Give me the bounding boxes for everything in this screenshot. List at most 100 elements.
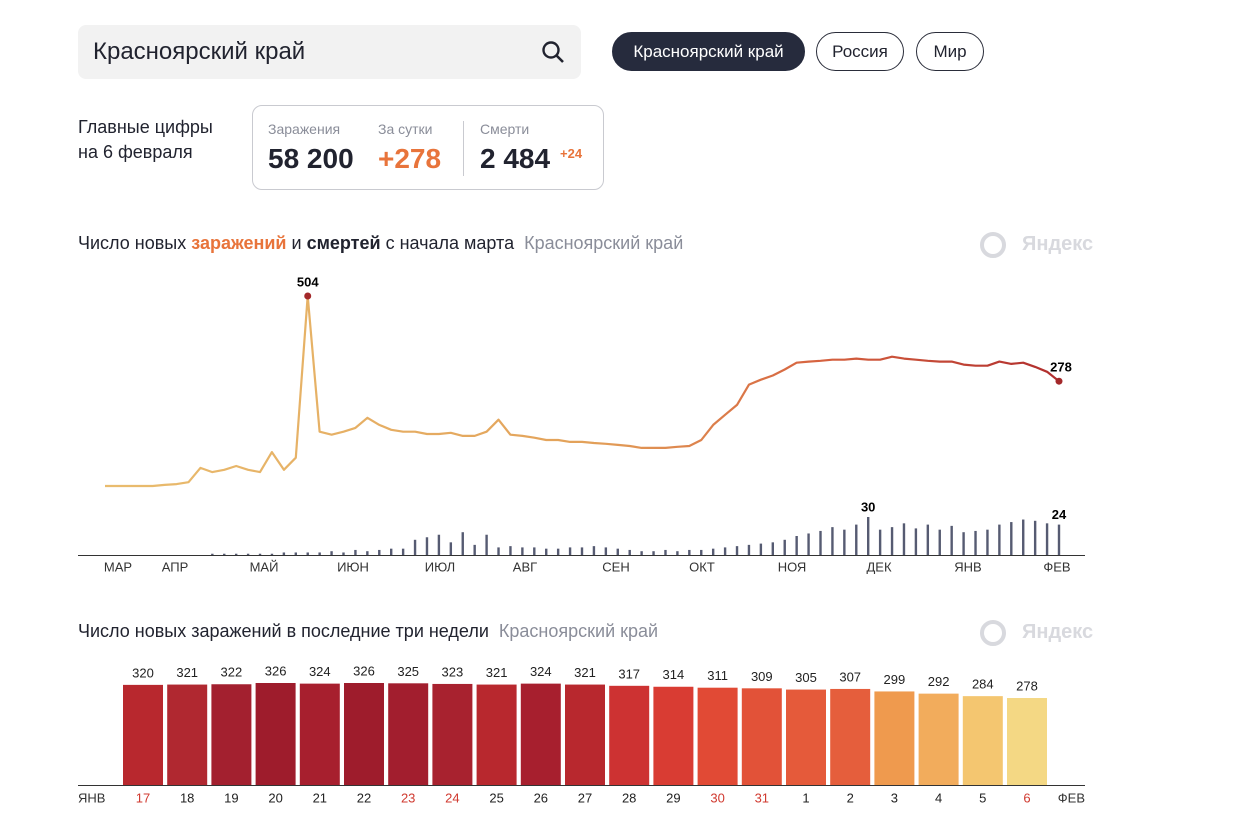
deaths-bar	[1045, 523, 1049, 555]
deaths-bar	[807, 533, 810, 555]
x-tick-label: 31	[755, 790, 769, 805]
watermark: Яндекс	[1022, 233, 1094, 255]
bar	[1007, 698, 1047, 785]
stat-label: Смерти	[480, 121, 530, 137]
deaths-bar	[867, 517, 870, 555]
deaths-bar	[962, 532, 965, 555]
x-tick-label: 18	[180, 790, 194, 805]
deaths-bar	[234, 553, 238, 555]
deaths-bar	[390, 548, 393, 555]
deaths-bar	[700, 549, 703, 555]
deaths-bar	[533, 547, 536, 555]
point-marker	[1055, 377, 1063, 385]
deaths-bar	[509, 546, 512, 555]
deaths-bar	[855, 524, 858, 555]
search-icon[interactable]	[541, 40, 565, 64]
bar	[874, 691, 915, 785]
deaths-bar	[568, 547, 572, 555]
title-part: смертей	[306, 233, 381, 253]
deaths-bar	[747, 544, 751, 555]
deaths-bar	[688, 549, 691, 555]
deaths-bar	[914, 528, 918, 555]
region-button[interactable]: Мир	[916, 32, 984, 71]
deaths-bar	[461, 532, 464, 555]
deaths-bar	[318, 552, 321, 555]
deaths-bar	[223, 553, 226, 555]
deaths-bar	[401, 548, 405, 555]
stat-delta: +24	[560, 146, 583, 161]
deaths-bar	[521, 547, 524, 555]
bar	[476, 684, 517, 785]
deaths-bar	[974, 530, 977, 555]
x-tick-label: 26	[534, 790, 548, 805]
title-part: Число новых	[78, 233, 192, 253]
deaths-bar	[902, 523, 906, 555]
deaths-bar	[926, 524, 930, 555]
deaths-bar	[592, 546, 596, 555]
deaths-bar	[294, 552, 297, 555]
deaths-bar	[342, 552, 345, 555]
value-label: 320	[132, 665, 154, 680]
value-label: 307	[839, 669, 861, 684]
bar	[255, 683, 296, 785]
x-tick-label: 2	[847, 790, 854, 805]
x-month-label: ЯНВ	[78, 790, 105, 805]
title-part: заражений	[191, 233, 287, 253]
x-tick-label: 19	[224, 790, 238, 805]
deaths-bar	[211, 553, 214, 555]
deaths-bar	[890, 527, 894, 555]
value-label: 326	[353, 663, 375, 678]
deaths-bar	[473, 544, 476, 555]
deaths-bar	[1010, 522, 1013, 555]
x-tick-label: ФЕВ	[1043, 559, 1070, 574]
deaths-bar	[783, 539, 786, 555]
value-label: 321	[486, 665, 508, 680]
deaths-bar	[831, 527, 834, 555]
deaths-bar	[354, 549, 357, 555]
deaths-bar	[246, 553, 250, 555]
deaths-bar	[819, 530, 822, 555]
search-text: Красноярский край	[93, 38, 306, 65]
search-box[interactable]: Красноярский край	[78, 25, 581, 79]
x-tick-label: ЯНВ	[954, 559, 981, 574]
region-button[interactable]: Красноярский край	[612, 32, 805, 71]
value-label: 314	[663, 667, 685, 682]
point-marker	[304, 292, 312, 300]
deaths-bar	[425, 537, 429, 555]
deaths-bar	[282, 552, 286, 555]
value-label: 30	[861, 499, 875, 514]
x-tick-label: 21	[313, 790, 327, 805]
value-label: 324	[309, 664, 331, 679]
x-tick-label: АПР	[162, 559, 189, 574]
bar	[653, 686, 694, 785]
x-tick-label: 23	[401, 790, 415, 805]
deaths-bar	[616, 548, 619, 555]
x-tick-label: 28	[622, 790, 636, 805]
deaths-bar	[366, 551, 369, 555]
watermark: Яндекс	[1022, 621, 1094, 643]
value-label: 305	[795, 670, 817, 685]
x-tick-label: 5	[979, 790, 986, 805]
deaths-bar	[330, 551, 333, 555]
deaths-bar	[676, 551, 679, 555]
bar	[741, 688, 782, 785]
deaths-bar	[270, 553, 274, 555]
stat-label: Заражения	[268, 121, 341, 137]
deaths-bar	[556, 548, 560, 555]
stat-value: +278	[378, 143, 442, 174]
region-button[interactable]: Россия	[816, 32, 904, 71]
deaths-bar	[843, 529, 846, 555]
x-tick-label: НОЯ	[778, 559, 807, 574]
deaths-bar	[258, 553, 262, 555]
x-tick-label: 20	[268, 790, 282, 805]
x-tick-label: ОКТ	[689, 559, 715, 574]
deaths-bar	[1057, 524, 1061, 555]
stat-value: 58 200	[268, 143, 354, 174]
summary-heading: Главные цифры	[78, 117, 213, 137]
value-label: 309	[751, 669, 773, 684]
x-tick-label: АВГ	[513, 559, 537, 574]
x-tick-label: СЕН	[602, 559, 629, 574]
value-label: 504	[297, 274, 319, 289]
